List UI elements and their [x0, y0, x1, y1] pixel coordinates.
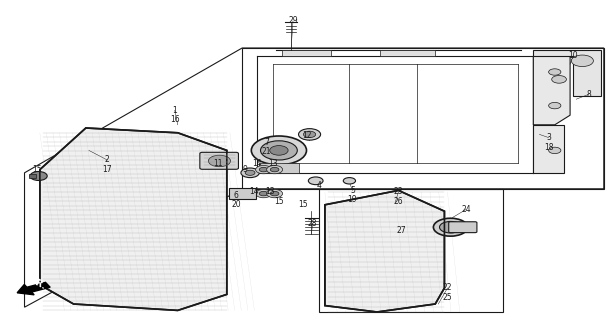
Circle shape	[549, 147, 561, 154]
Text: 12: 12	[302, 132, 311, 140]
Text: 24: 24	[461, 205, 471, 214]
Circle shape	[270, 146, 288, 155]
Text: 13: 13	[268, 159, 278, 168]
Polygon shape	[380, 50, 435, 56]
Circle shape	[259, 191, 268, 196]
Circle shape	[299, 129, 321, 140]
Text: 10: 10	[568, 52, 578, 60]
Circle shape	[549, 102, 561, 109]
FancyBboxPatch shape	[229, 188, 256, 199]
Text: 1: 1	[172, 106, 177, 115]
Text: 7: 7	[264, 138, 269, 147]
Text: 14: 14	[249, 188, 259, 196]
Circle shape	[343, 178, 356, 184]
Text: 8: 8	[586, 90, 591, 99]
Circle shape	[256, 165, 272, 174]
Polygon shape	[533, 56, 570, 125]
Circle shape	[552, 76, 566, 83]
FancyBboxPatch shape	[259, 163, 299, 173]
Text: 14: 14	[253, 159, 262, 168]
Text: 23: 23	[394, 188, 403, 196]
Circle shape	[303, 131, 316, 138]
FancyBboxPatch shape	[29, 174, 36, 178]
Text: 18: 18	[544, 143, 554, 152]
Circle shape	[267, 165, 283, 174]
Text: 17: 17	[102, 165, 112, 174]
Circle shape	[571, 55, 593, 67]
Text: 29: 29	[288, 16, 298, 25]
Circle shape	[308, 177, 323, 185]
Circle shape	[440, 221, 462, 233]
Circle shape	[208, 155, 230, 167]
Text: 27: 27	[397, 226, 406, 235]
Circle shape	[270, 167, 279, 172]
FancyBboxPatch shape	[200, 152, 238, 169]
Text: 21: 21	[262, 148, 272, 156]
Text: 16: 16	[170, 116, 180, 124]
Circle shape	[549, 69, 561, 75]
Text: 3: 3	[546, 133, 551, 142]
FancyArrow shape	[17, 282, 50, 295]
Text: 28: 28	[308, 220, 318, 228]
Text: 11: 11	[213, 159, 223, 168]
Text: 6: 6	[234, 191, 238, 200]
FancyBboxPatch shape	[449, 222, 477, 233]
Text: 22: 22	[443, 284, 452, 292]
Text: 9: 9	[243, 165, 248, 174]
Text: 2: 2	[105, 156, 110, 164]
Circle shape	[241, 168, 259, 178]
Circle shape	[433, 218, 468, 236]
Circle shape	[245, 170, 255, 175]
Polygon shape	[325, 190, 444, 312]
Text: 20: 20	[231, 200, 241, 209]
Polygon shape	[533, 125, 564, 173]
Polygon shape	[40, 128, 227, 310]
Text: 15: 15	[299, 200, 308, 209]
Text: 15: 15	[32, 165, 42, 174]
Circle shape	[259, 167, 268, 172]
Circle shape	[256, 189, 272, 198]
Text: 4: 4	[316, 181, 321, 190]
Circle shape	[270, 191, 279, 196]
Text: 15: 15	[274, 197, 284, 206]
Circle shape	[30, 172, 47, 180]
Text: FR.: FR.	[29, 276, 47, 291]
Circle shape	[251, 136, 306, 165]
Polygon shape	[533, 50, 601, 96]
Text: 5: 5	[350, 186, 355, 195]
Circle shape	[267, 189, 283, 198]
Text: 25: 25	[443, 293, 452, 302]
Text: 13: 13	[265, 188, 275, 196]
Text: 26: 26	[394, 197, 403, 206]
Polygon shape	[282, 50, 331, 56]
Text: 19: 19	[348, 196, 357, 204]
Circle shape	[261, 141, 297, 160]
